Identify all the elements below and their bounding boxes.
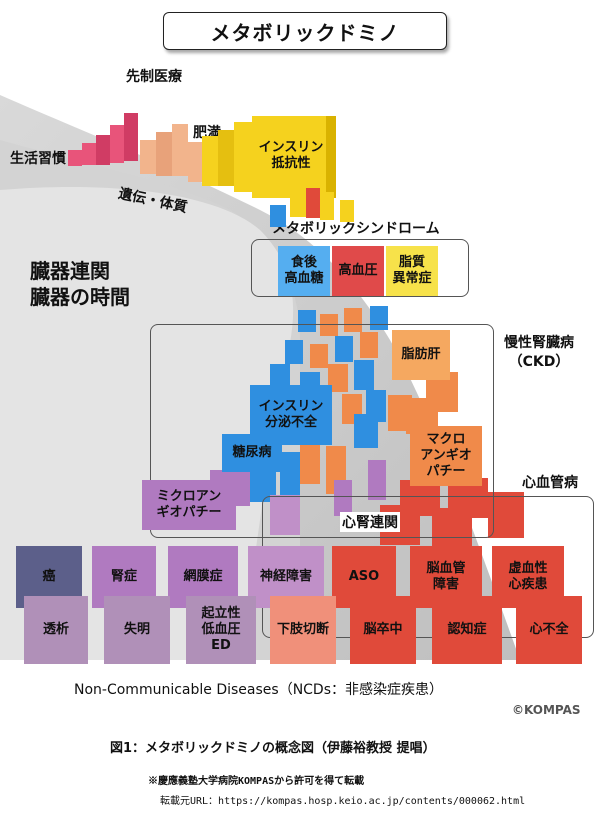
permission-note: ※慶應義塾大学病院KOMPASから許可を得て転載 <box>148 776 365 787</box>
block-postprandial: 食後 高血糖 <box>278 246 330 296</box>
metabolic-syndrome-frame <box>251 239 469 297</box>
copyright: ©KOMPAS <box>512 703 581 717</box>
block-neuropathy-text: 神経障害 <box>259 569 312 584</box>
block-orthostatic: 起立性 低血圧 ED <box>186 596 256 664</box>
block-dementia-text: 認知症 <box>447 622 487 637</box>
domino-middle-field <box>210 306 524 550</box>
block-amputation-text: 下肢切断 <box>276 622 329 637</box>
block-orthostatic-text: 起立性 低血圧 ED <box>201 606 241 653</box>
block-dementia: 認知症 <box>432 596 502 664</box>
block-hypertension: 高血圧 <box>332 246 384 296</box>
block-blindness-text: 失明 <box>123 622 150 637</box>
label-organ-link-1: 臓器連関 <box>30 259 110 283</box>
block-postprandial-text: 食後 高血糖 <box>284 255 324 286</box>
block-dialysis-text: 透析 <box>42 622 69 637</box>
figure-caption: 図1：メタボリックドミノの概念図（伊藤裕教授 提唱） <box>110 741 436 756</box>
block-cancer-text: 癌 <box>42 569 56 584</box>
block-insulin-secretion-text: インスリン 分泌不全 <box>258 399 324 430</box>
block-nephropathy-text: 腎症 <box>110 569 137 584</box>
block-dyslipidemia: 脂質 異常症 <box>386 246 438 296</box>
block-stroke: 脳卒中 <box>350 596 416 664</box>
block-diabetes: 糖尿病 <box>222 434 282 472</box>
block-stroke-text: 脳卒中 <box>363 622 403 637</box>
block-microangiopathy: ミクロアン ギオパチー <box>142 480 236 530</box>
block-dialysis: 透析 <box>24 596 88 664</box>
label-cardiovascular: 心血管病 <box>522 475 578 491</box>
block-retinopathy-text: 網膜症 <box>183 569 223 584</box>
page-title: メタボリックドミノ <box>163 12 447 50</box>
block-heart-disease-text: 虚血性 心疾患 <box>508 561 548 592</box>
block-insulin-secretion: インスリン 分泌不全 <box>250 385 332 445</box>
block-cerebrovascular-text: 脳血管 障害 <box>426 561 466 592</box>
block-blindness: 失明 <box>104 596 170 664</box>
block-aso-text: ASO <box>348 569 380 584</box>
block-macroangiopathy-text: マクロ アンギオ パチー <box>420 432 472 479</box>
domino-top-row <box>68 113 354 227</box>
block-heart-failure-text: 心不全 <box>529 622 569 637</box>
block-insulin-resistance-text: インスリン 抵抗性 <box>258 140 324 171</box>
label-organ-link: 臓器連関 臓器の時間 <box>30 258 130 310</box>
label-ckd: 慢性腎臓病 （CKD） <box>504 335 574 370</box>
block-macroangiopathy: マクロ アンギオ パチー <box>410 426 482 486</box>
label-cardiorenal: 心腎連関 <box>340 512 400 532</box>
block-dyslipidemia-text: 脂質 異常症 <box>392 255 432 286</box>
source-url: 転載元URL：https://kompas.hosp.keio.ac.jp/co… <box>160 796 526 807</box>
block-diabetes-text: 糖尿病 <box>232 445 272 460</box>
block-fatty-liver-text: 脂肪肝 <box>401 347 441 362</box>
label-metabolic-syndrome: メタボリックシンドローム <box>272 221 440 237</box>
block-microangiopathy-text: ミクロアン ギオパチー <box>156 489 222 520</box>
label-organ-link-2: 臓器の時間 <box>30 285 130 309</box>
block-fatty-liver: 脂肪肝 <box>392 330 450 380</box>
block-insulin-resistance: インスリン 抵抗性 <box>256 132 326 180</box>
label-ncd: Non-Communicable Diseases（NCDs：非感染症疾患） <box>74 682 444 698</box>
block-heart-failure: 心不全 <box>516 596 582 664</box>
label-prevent: 先制医療 <box>126 69 182 85</box>
background-road <box>0 95 520 661</box>
label-lifestyle: 生活習慣 <box>10 151 66 167</box>
block-hypertension-text: 高血圧 <box>338 263 378 278</box>
block-amputation: 下肢切断 <box>270 596 336 664</box>
ckd-frame <box>150 324 494 538</box>
